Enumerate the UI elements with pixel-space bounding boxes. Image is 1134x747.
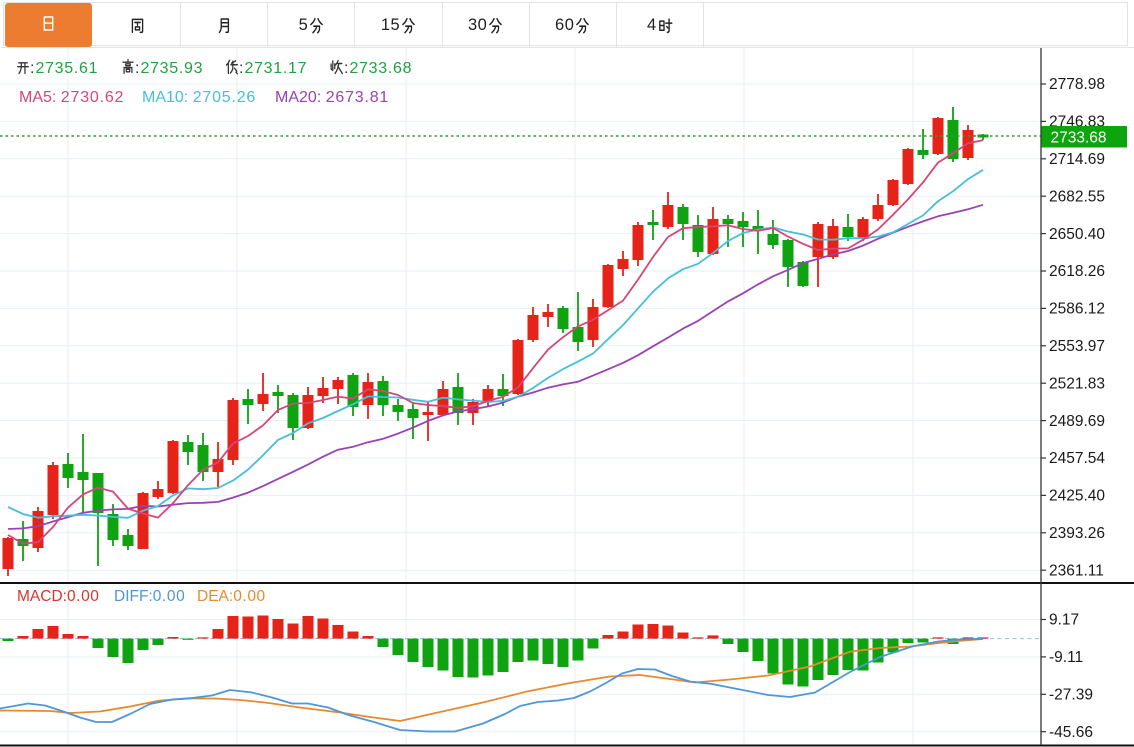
svg-text:2682.55: 2682.55	[1049, 188, 1105, 205]
svg-text:-45.66: -45.66	[1049, 724, 1093, 741]
svg-text:2425.40: 2425.40	[1049, 488, 1105, 505]
svg-text:2393.26: 2393.26	[1049, 525, 1105, 542]
svg-text:-9.11: -9.11	[1049, 649, 1083, 666]
svg-text:2714.69: 2714.69	[1049, 151, 1105, 168]
svg-text:2521.83: 2521.83	[1049, 375, 1105, 392]
svg-text:2778.98: 2778.98	[1049, 76, 1105, 93]
svg-text:9.17: 9.17	[1049, 612, 1079, 629]
svg-text:2586.12: 2586.12	[1049, 301, 1105, 318]
svg-text:2457.54: 2457.54	[1049, 450, 1105, 467]
svg-text:2361.11: 2361.11	[1049, 562, 1104, 579]
svg-text:2489.69: 2489.69	[1049, 413, 1105, 430]
svg-text:-27.39: -27.39	[1049, 687, 1093, 704]
svg-text:2733.68: 2733.68	[1051, 129, 1107, 146]
svg-text:2650.40: 2650.40	[1049, 226, 1105, 243]
svg-text:2618.26: 2618.26	[1049, 263, 1105, 280]
svg-text:2553.97: 2553.97	[1049, 338, 1105, 355]
